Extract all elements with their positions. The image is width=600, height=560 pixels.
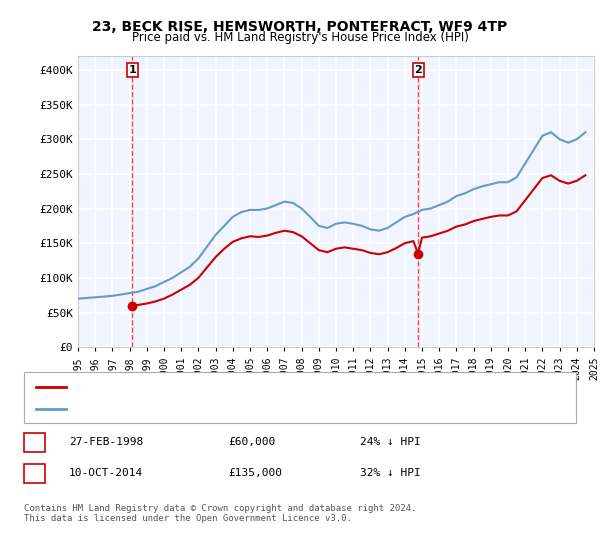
Text: 27-FEB-1998: 27-FEB-1998 [69,437,143,447]
Text: HPI: Average price, detached house, Wakefield: HPI: Average price, detached house, Wake… [72,404,353,414]
Text: 23, BECK RISE, HEMSWORTH, PONTEFRACT, WF9 4TP: 23, BECK RISE, HEMSWORTH, PONTEFRACT, WF… [92,20,508,34]
Text: £60,000: £60,000 [228,437,275,447]
Text: 2: 2 [31,468,38,478]
Text: 32% ↓ HPI: 32% ↓ HPI [360,468,421,478]
Text: 1: 1 [128,65,136,75]
Text: 2: 2 [414,65,422,75]
Text: Price paid vs. HM Land Registry's House Price Index (HPI): Price paid vs. HM Land Registry's House … [131,31,469,44]
Text: £135,000: £135,000 [228,468,282,478]
Text: 1: 1 [31,437,38,447]
Text: 10-OCT-2014: 10-OCT-2014 [69,468,143,478]
Text: 23, BECK RISE, HEMSWORTH, PONTEFRACT, WF9 4TP (detached house): 23, BECK RISE, HEMSWORTH, PONTEFRACT, WF… [72,381,460,391]
Text: Contains HM Land Registry data © Crown copyright and database right 2024.
This d: Contains HM Land Registry data © Crown c… [24,504,416,524]
Text: 24% ↓ HPI: 24% ↓ HPI [360,437,421,447]
